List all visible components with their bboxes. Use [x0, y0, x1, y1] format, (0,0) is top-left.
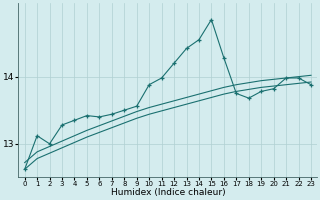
X-axis label: Humidex (Indice chaleur): Humidex (Indice chaleur): [110, 188, 225, 197]
